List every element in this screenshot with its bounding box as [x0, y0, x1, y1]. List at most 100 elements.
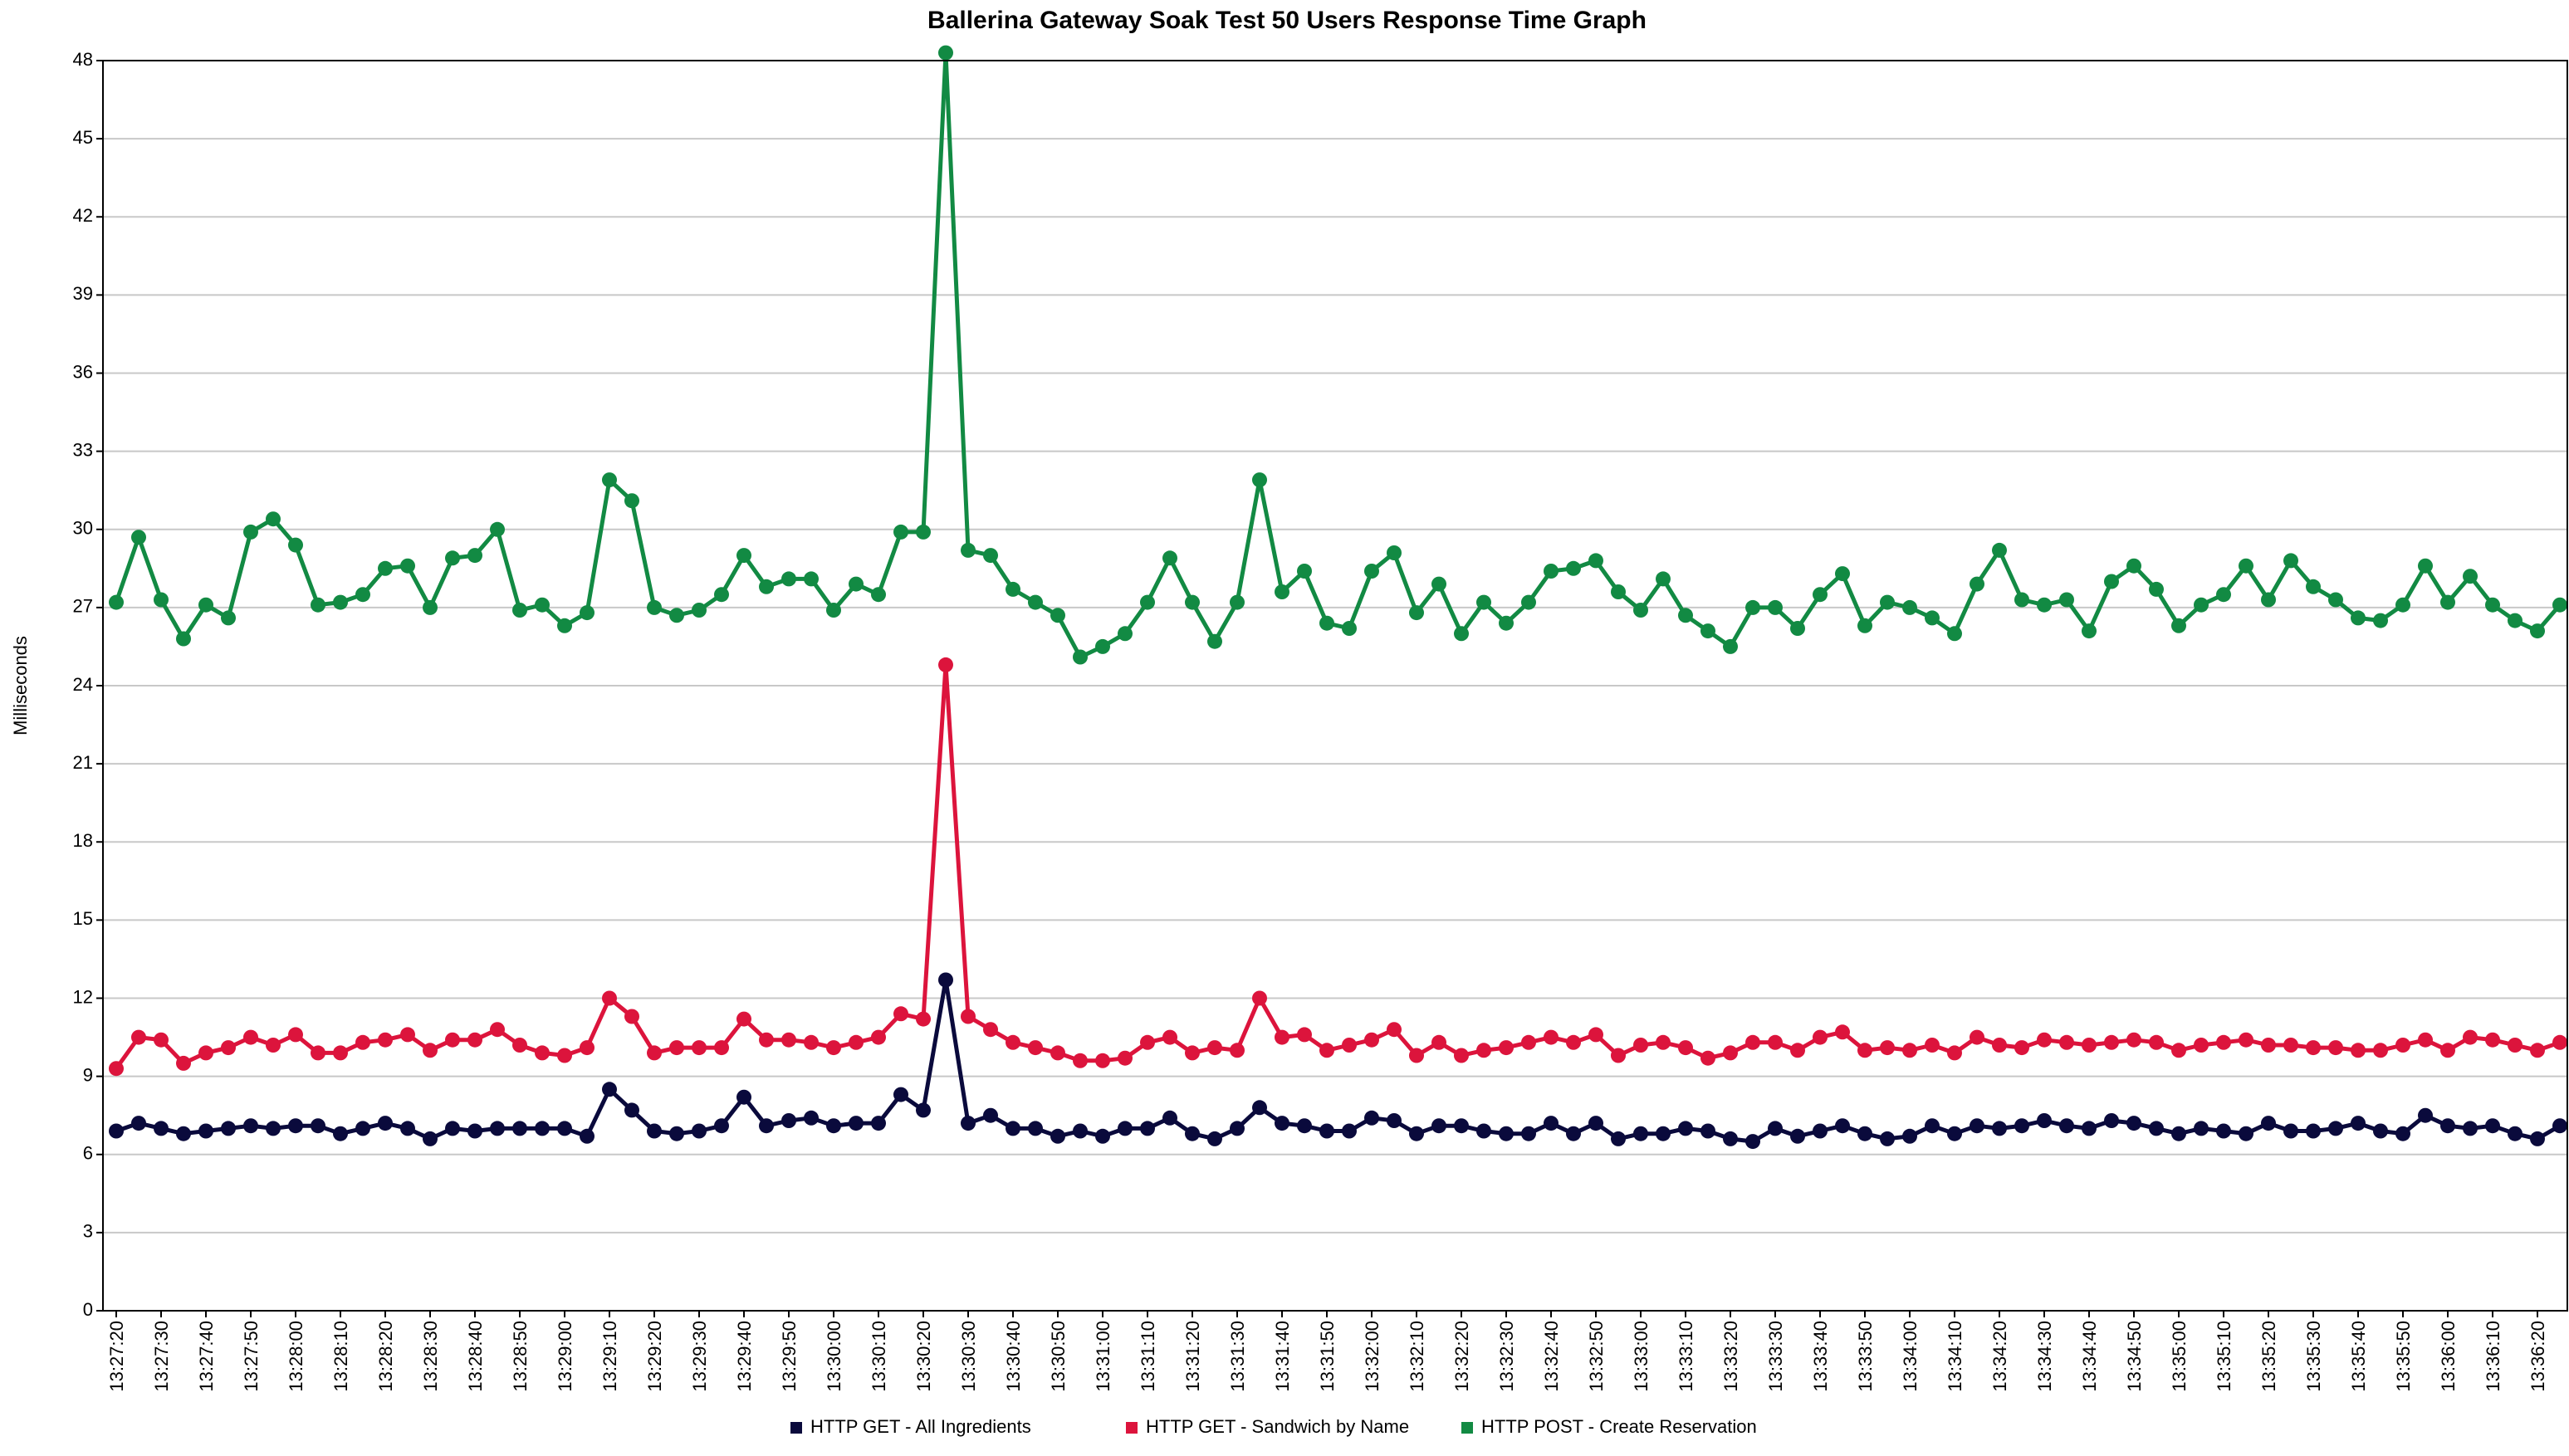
series-0-point-32	[826, 1118, 841, 1134]
x-tick-label-13: 13:29:30	[689, 1321, 710, 1392]
legend-label-1: HTTP GET - Sandwich by Name	[1146, 1416, 1409, 1437]
series-2-point-34	[871, 587, 886, 603]
x-tick-label-48: 13:35:20	[2258, 1321, 2279, 1392]
series-2-point-11	[355, 587, 370, 603]
series-1-point-50	[1230, 1043, 1245, 1058]
x-tick-label-19: 13:30:30	[958, 1321, 979, 1392]
x-tick-label-37: 13:33:30	[1765, 1321, 1786, 1392]
series-0-point-54	[1319, 1123, 1334, 1139]
series-lines	[109, 45, 2567, 1150]
series-0-point-82	[1947, 1126, 1962, 1141]
series-1-point-67	[1611, 1048, 1626, 1063]
series-1-point-105	[2463, 1029, 2478, 1045]
series-0-point-109	[2552, 1118, 2567, 1134]
x-tick-label-9: 13:28:50	[510, 1321, 531, 1392]
x-tick-label-6: 13:28:20	[375, 1321, 396, 1392]
series-2-point-57	[1387, 545, 1402, 560]
x-tick-label-44: 13:34:40	[2079, 1321, 2100, 1392]
series-1-point-87	[2059, 1034, 2074, 1050]
x-tick-label-39: 13:33:50	[1855, 1321, 1876, 1392]
series-0-point-108	[2530, 1131, 2545, 1146]
series-2-point-91	[2149, 581, 2164, 597]
series-2-point-109	[2552, 597, 2567, 613]
series-2-point-24	[647, 599, 662, 615]
series-0-point-23	[624, 1102, 639, 1118]
series-2-point-14	[423, 599, 438, 615]
series-1-point-80	[1902, 1043, 1917, 1058]
series-1-point-34	[871, 1029, 886, 1045]
series-0-point-66	[1588, 1116, 1603, 1131]
x-tick-label-52: 13:36:00	[2438, 1321, 2459, 1392]
y-tick-label-7: 21	[73, 752, 93, 773]
x-tick-label-26: 13:31:40	[1272, 1321, 1293, 1392]
series-0-point-5	[221, 1121, 236, 1136]
series-0-point-35	[893, 1087, 908, 1102]
series-1-point-6	[243, 1029, 258, 1045]
series-0-point-50	[1230, 1121, 1245, 1136]
series-1-point-3	[176, 1055, 191, 1071]
series-2-point-21	[580, 605, 595, 621]
series-0-point-76	[1813, 1123, 1828, 1139]
x-tick-label-28: 13:32:00	[1362, 1321, 1382, 1392]
series-1-point-21	[580, 1040, 595, 1056]
y-tick-label-3: 9	[83, 1064, 93, 1085]
series-2-point-90	[2126, 558, 2141, 574]
x-tick-label-1: 13:27:30	[151, 1321, 172, 1392]
series-0-point-7	[266, 1121, 281, 1136]
series-1-point-49	[1207, 1040, 1222, 1056]
series-2-point-65	[1566, 560, 1581, 576]
series-1-point-74	[1768, 1034, 1783, 1050]
series-0-point-14	[423, 1131, 438, 1146]
series-1-point-89	[2104, 1034, 2119, 1050]
series-2-point-58	[1409, 605, 1424, 621]
series-line-2	[114, 51, 2562, 659]
series-1-point-11	[355, 1034, 370, 1050]
series-1-point-39	[983, 1022, 998, 1038]
series-1-point-53	[1297, 1027, 1312, 1043]
series-1-point-14	[423, 1043, 438, 1058]
series-2-point-100	[2351, 610, 2366, 626]
series-1-point-62	[1499, 1040, 1514, 1056]
series-1-point-57	[1387, 1022, 1402, 1038]
series-0-point-28	[736, 1089, 751, 1105]
x-tick-label-7: 13:28:30	[420, 1321, 441, 1392]
series-2-point-43	[1073, 649, 1088, 665]
series-0-point-96	[2261, 1116, 2276, 1131]
series-2-point-5	[221, 610, 236, 626]
series-2-point-30	[781, 571, 796, 587]
series-1-point-79	[1880, 1040, 1895, 1056]
series-0-point-97	[2283, 1123, 2298, 1139]
series-0-point-41	[1028, 1121, 1043, 1136]
x-tick-label-51: 13:35:50	[2393, 1321, 2414, 1392]
series-2-point-8	[288, 537, 303, 553]
legend-label-0: HTTP GET - All Ingredients	[810, 1416, 1031, 1437]
series-0-point-17	[490, 1121, 505, 1136]
series-1-point-72	[1723, 1045, 1738, 1061]
series-0-point-99	[2328, 1121, 2343, 1136]
series-2-point-70	[1678, 608, 1693, 623]
series-2-point-81	[1925, 610, 1940, 626]
x-tick-label-20: 13:30:40	[1003, 1321, 1024, 1392]
x-tick-label-30: 13:32:20	[1451, 1321, 1472, 1392]
series-1-point-70	[1678, 1040, 1693, 1056]
series-2-point-88	[2082, 623, 2097, 639]
series-2-point-27	[714, 587, 729, 603]
series-2-point-3	[176, 631, 191, 647]
series-2-point-18	[512, 603, 527, 618]
x-tick-label-8: 13:28:40	[465, 1321, 486, 1392]
series-2-point-83	[1970, 576, 1984, 592]
series-0-point-0	[109, 1123, 124, 1139]
series-2-point-89	[2104, 574, 2119, 589]
series-0-point-94	[2216, 1123, 2231, 1139]
series-2-point-50	[1230, 594, 1245, 610]
series-1-point-102	[2395, 1038, 2410, 1053]
series-2-point-53	[1297, 564, 1312, 579]
series-0-point-6	[243, 1118, 258, 1134]
y-tick-label-4: 12	[73, 986, 93, 1007]
series-2-point-2	[154, 592, 169, 608]
x-tick-label-54: 13:36:20	[2527, 1321, 2548, 1392]
series-0-point-78	[1857, 1126, 1872, 1141]
